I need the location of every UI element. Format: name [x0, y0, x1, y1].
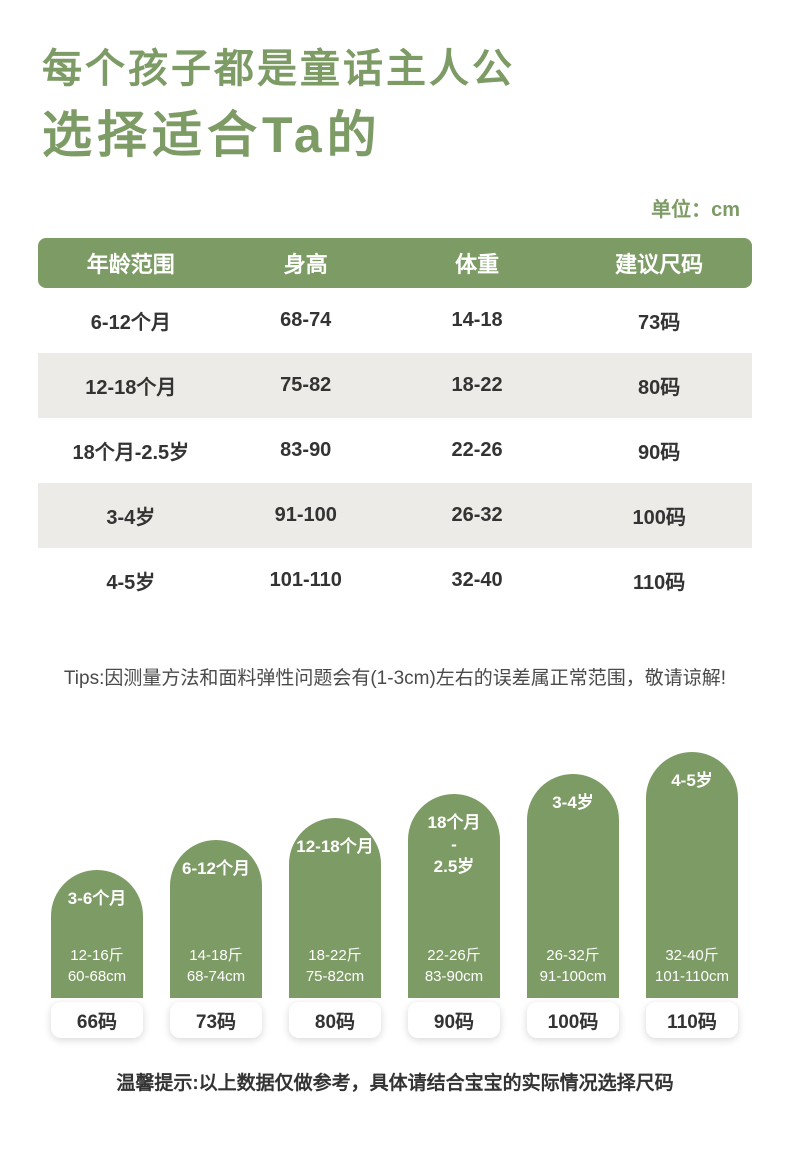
cell-weight: 18-22 — [451, 374, 503, 396]
size-pill: 110码 — [646, 1002, 738, 1038]
cell-height: 68-74 — [280, 309, 332, 331]
bar-measurements: 14-18斤 68-74cm — [187, 945, 245, 989]
bar-80: 12-18个月 18-22斤 75-82cm — [289, 818, 381, 998]
bar-90: 18个月 - 2.5岁 22-26斤 83-90cm — [408, 794, 500, 998]
cell-age-range: 18个月-2.5岁 — [72, 442, 190, 464]
col-header-age-range: 年龄范围 — [86, 252, 175, 277]
size-pill: 73码 — [170, 1002, 262, 1038]
bar-measurements: 12-16斤 60-68cm — [68, 945, 126, 989]
table-row: 4-5岁 101-110 32-40 110码 — [38, 548, 752, 613]
cell-age-range: 4-5岁 — [106, 572, 156, 594]
cell-size: 110码 — [633, 572, 686, 594]
bar-column-110: 4-5岁 32-40斤 101-110cm 110码 — [646, 752, 738, 1038]
size-pill: 100码 — [527, 1002, 619, 1038]
table-row: 6-12个月 68-74 14-18 73码 — [38, 288, 752, 353]
bar-age-label: 3-6个月 — [67, 889, 127, 908]
unit-label: 单位：cm — [651, 199, 740, 221]
bar-measurements: 18-22斤 75-82cm — [306, 945, 364, 989]
bar-weight: 26-32斤 — [546, 946, 600, 964]
cell-size: 80码 — [638, 377, 681, 399]
cell-age-range: 12-18个月 — [85, 377, 177, 399]
cell-size: 90码 — [638, 442, 681, 464]
bar-73: 6-12个月 14-18斤 68-74cm — [170, 840, 262, 998]
col-header-height: 身高 — [283, 252, 328, 277]
cell-weight: 32-40 — [451, 569, 503, 591]
tips-text: Tips:因测量方法和面料弹性问题会有(1-3cm)左右的误差属正常范围，敬请谅… — [63, 668, 727, 689]
bar-measurements: 32-40斤 101-110cm — [655, 945, 729, 989]
bar-height: 91-100cm — [539, 968, 607, 986]
bar-100: 3-4岁 26-32斤 91-100cm — [527, 774, 619, 998]
bar-age-label: 6-12个月 — [181, 859, 251, 878]
bar-height: 75-82cm — [305, 968, 365, 986]
cell-age-range: 6-12个月 — [90, 312, 171, 334]
col-header-size: 建议尺码 — [615, 252, 704, 277]
bar-column-66: 3-6个月 12-16斤 60-68cm 66码 — [51, 870, 143, 1038]
bar-column-100: 3-4岁 26-32斤 91-100cm 100码 — [527, 774, 619, 1038]
bar-height: 60-68cm — [67, 968, 127, 986]
table-row: 12-18个月 75-82 18-22 80码 — [38, 353, 752, 418]
bar-110: 4-5岁 32-40斤 101-110cm — [646, 752, 738, 998]
size-bar-chart: 3-6个月 12-16斤 60-68cm 66码 6-12个月 14-18斤 6… — [0, 752, 790, 1038]
col-header-weight: 体重 — [455, 252, 500, 277]
bar-measurements: 26-32斤 91-100cm — [540, 945, 607, 989]
bar-height: 68-74cm — [186, 968, 246, 986]
footer-note: 温馨提示:以上数据仅做参考，具体请结合宝宝的实际情况选择尺码 — [116, 1073, 674, 1094]
cell-height: 91-100 — [274, 504, 337, 526]
bar-measurements: 22-26斤 83-90cm — [425, 945, 483, 989]
bar-weight: 18-22斤 — [308, 946, 362, 964]
cell-height: 101-110 — [269, 569, 342, 591]
size-pill: 80码 — [289, 1002, 381, 1038]
bar-weight: 22-26斤 — [427, 946, 481, 964]
bar-weight: 14-18斤 — [189, 946, 243, 964]
cell-height: 83-90 — [280, 439, 332, 461]
bar-height: 101-110cm — [655, 968, 729, 986]
bar-column-90: 18个月 - 2.5岁 22-26斤 83-90cm 90码 — [408, 794, 500, 1038]
bar-age-label: 4-5岁 — [671, 771, 713, 790]
bar-age-label: 3-4岁 — [552, 793, 594, 812]
size-table: 年龄范围 身高 体重 建议尺码 6-12个月 68-74 14-18 73码 1… — [38, 238, 752, 613]
table-row: 3-4岁 91-100 26-32 100码 — [38, 483, 752, 548]
cell-size: 100码 — [632, 507, 686, 529]
bar-age-label: 12-18个月 — [296, 837, 374, 856]
size-pill: 66码 — [51, 1002, 143, 1038]
bar-height: 83-90cm — [424, 968, 484, 986]
bar-column-73: 6-12个月 14-18斤 68-74cm 73码 — [170, 840, 262, 1038]
bar-age-label: 18个月 - 2.5岁 — [427, 813, 481, 877]
bar-66: 3-6个月 12-16斤 60-68cm — [51, 870, 143, 998]
bar-weight: 12-16斤 — [70, 946, 124, 964]
cell-size: 73码 — [638, 312, 681, 334]
size-table-header: 年龄范围 身高 体重 建议尺码 — [38, 238, 752, 288]
page-title: 每个孩子都是童话主人公 — [42, 47, 515, 91]
cell-age-range: 3-4岁 — [106, 507, 156, 529]
cell-weight: 14-18 — [451, 309, 503, 331]
table-row: 18个月-2.5岁 83-90 22-26 90码 — [38, 418, 752, 483]
bar-column-80: 12-18个月 18-22斤 75-82cm 80码 — [289, 818, 381, 1038]
cell-weight: 26-32 — [451, 504, 503, 526]
page-subtitle: 选择适合Ta的 — [42, 107, 382, 163]
bar-weight: 32-40斤 — [665, 946, 719, 964]
cell-height: 75-82 — [280, 374, 332, 396]
size-pill: 90码 — [408, 1002, 500, 1038]
cell-weight: 22-26 — [451, 439, 503, 461]
